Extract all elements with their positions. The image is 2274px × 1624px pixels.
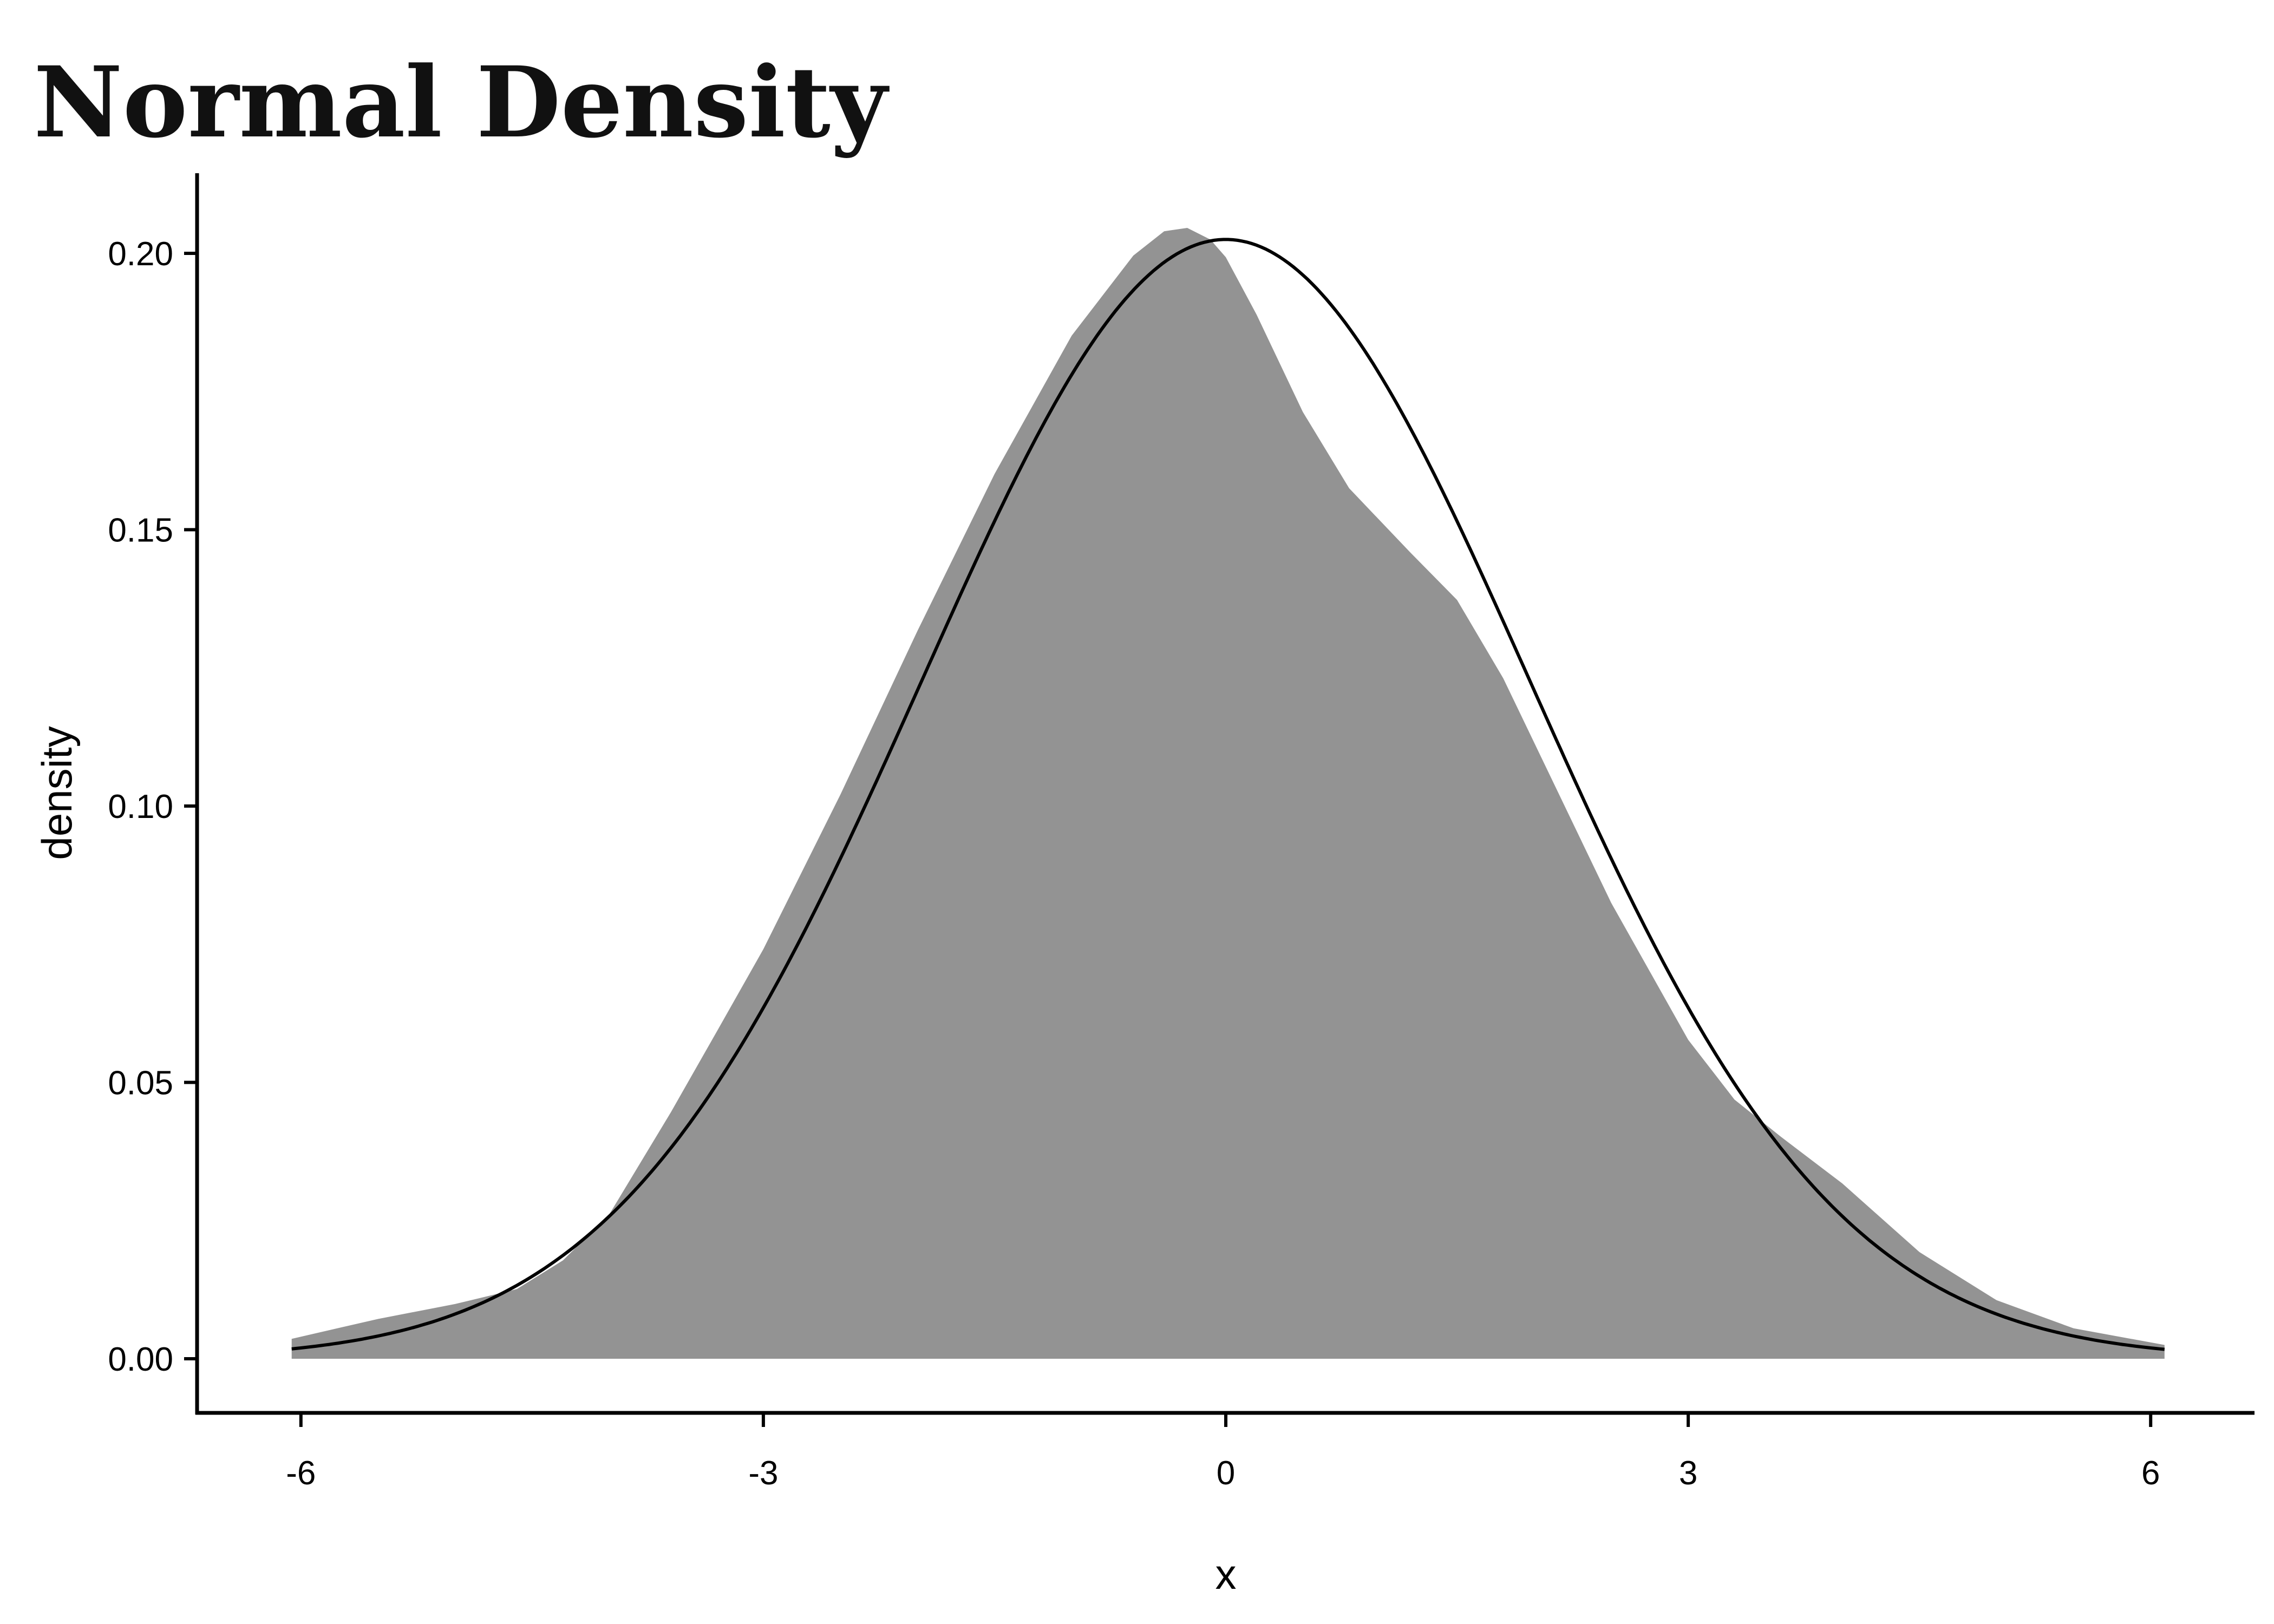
y-tick-label: 0.05 [108,1065,173,1102]
y-ticks: 0.00 0.05 0.10 0.15 0.20 [108,235,197,1378]
x-ticks: -6 -3 0 3 6 [286,1413,2160,1492]
y-axis: 0.00 0.05 0.10 0.15 0.20 [108,173,199,1415]
x-tick-label: 3 [1679,1455,1697,1492]
x-axis: -6 -3 0 3 6 [195,1411,2255,1492]
x-tick-label: -6 [286,1455,316,1492]
normal-curve [291,238,2165,1351]
y-tick-label: 0.20 [108,235,173,273]
y-tick-label: 0.10 [108,788,173,826]
plot-area [291,228,2165,1359]
density-area [291,228,2165,1359]
x-tick-label: 6 [2141,1455,2160,1492]
x-axis-title: x [1216,1550,1237,1598]
x-tick-label: -3 [748,1455,778,1492]
y-tick-label: 0.00 [108,1341,173,1378]
y-tick-label: 0.15 [108,512,173,549]
chart-title: Normal Density [34,45,890,160]
x-tick-label: 0 [1217,1455,1235,1492]
y-axis-title: density [33,726,81,860]
